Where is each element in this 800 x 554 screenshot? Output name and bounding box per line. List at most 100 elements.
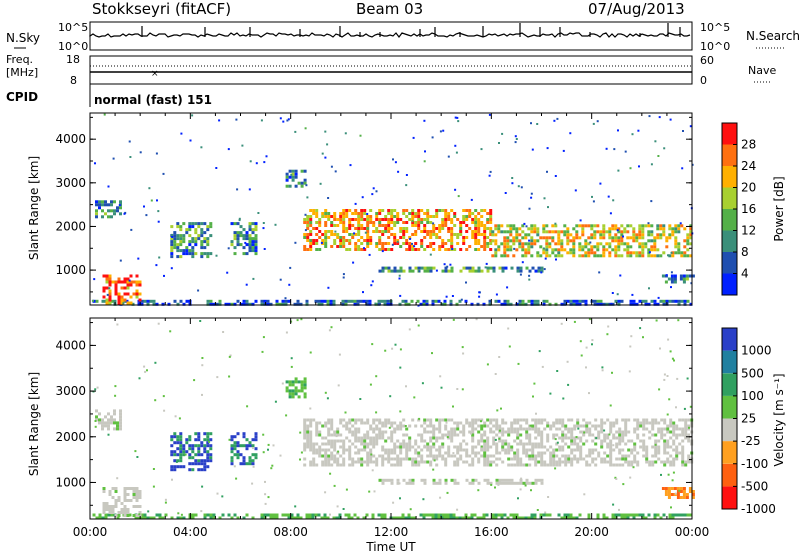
date-title: 07/Aug/2013 bbox=[588, 0, 685, 18]
velocity-echo-region bbox=[303, 418, 694, 467]
velocity-echo-region bbox=[170, 432, 213, 472]
velocity-colorbar-segment bbox=[722, 328, 737, 351]
station-title: Stokkseyri (fitACF) bbox=[92, 0, 232, 18]
power-ytick-label: 4000 bbox=[55, 132, 86, 146]
velocity-echo-region bbox=[230, 432, 258, 466]
x-tick-label: 20:00 bbox=[574, 525, 609, 539]
velocity-colorbar-tick-label: 1000 bbox=[741, 344, 772, 358]
freq-trace: × bbox=[90, 65, 692, 79]
power-ytick-label: 3000 bbox=[55, 176, 86, 190]
freq-panel bbox=[89, 55, 693, 85]
power-colorbar-segment bbox=[722, 252, 737, 274]
power-echo-region bbox=[230, 222, 258, 256]
power-colorbar-segment bbox=[722, 230, 737, 252]
velocity-panel: 1000 2000 3000 4000 00:00 04:00 08:00 12:00 16:0… bbox=[55, 317, 710, 539]
x-tick-label: 16:00 bbox=[474, 525, 509, 539]
power-colorbar-tick-label: 24 bbox=[741, 159, 756, 173]
velocity-colorbar: 1000 500 100 25 -25 -100 -500 -1000 bbox=[721, 327, 776, 516]
power-echo-region bbox=[303, 209, 493, 251]
velocity-colorbar-label: Velocity [m s⁻¹] bbox=[772, 373, 786, 466]
x-tick-label: 12:00 bbox=[374, 525, 409, 539]
x-tick-label: 00:00 bbox=[73, 525, 108, 539]
power-colorbar-segment bbox=[722, 187, 737, 209]
nsearch-tick-top: 10^5 bbox=[700, 21, 730, 34]
velocity-ylabel: Slant Range [km] bbox=[27, 372, 41, 476]
velocity-colorbar-segment bbox=[722, 418, 737, 442]
beam-title: Beam 03 bbox=[356, 0, 424, 18]
nsky-trace bbox=[89, 23, 691, 38]
power-ylabel: Slant Range [km] bbox=[27, 156, 41, 260]
velocity-echo-region bbox=[285, 377, 307, 399]
velocity-echo-region bbox=[92, 513, 693, 520]
freq-unit: [MHz] bbox=[6, 66, 38, 79]
velocity-colorbar-segment bbox=[722, 395, 737, 419]
power-colorbar: 4 8 12 16 20 24 28 bbox=[721, 122, 756, 296]
power-colorbar-tick-label: 16 bbox=[741, 202, 756, 216]
nave-tick-bottom: 0 bbox=[700, 74, 707, 87]
velocity-echo-region bbox=[661, 487, 695, 499]
power-ytick-label: 1000 bbox=[55, 263, 86, 277]
power-colorbar-segment bbox=[722, 273, 737, 295]
velocity-scatter bbox=[92, 318, 692, 520]
velocity-ytick-label: 3000 bbox=[55, 384, 86, 398]
power-colorbar-segment bbox=[722, 144, 737, 166]
power-echo-region bbox=[170, 222, 213, 259]
nsky-tick-bottom: 10^0 bbox=[58, 40, 88, 53]
power-colorbar-segment bbox=[722, 123, 737, 145]
x-axis-label: Time UT bbox=[365, 540, 416, 554]
power-colorbar-tick-label: 4 bbox=[741, 267, 749, 281]
power-colorbar-tick-label: 8 bbox=[741, 245, 749, 259]
velocity-colorbar-segment bbox=[722, 373, 737, 396]
velocity-ytick-label: 4000 bbox=[55, 338, 86, 352]
power-echo-region bbox=[95, 200, 122, 219]
power-scatter bbox=[91, 113, 694, 307]
velocity-colorbar-tick-label: -100 bbox=[741, 457, 768, 471]
velocity-colorbar-tick-label: -500 bbox=[741, 479, 768, 493]
power-colorbar-label: Power [dB] bbox=[772, 176, 786, 241]
x-tick-label: 08:00 bbox=[273, 525, 308, 539]
nave-label: Nave bbox=[748, 64, 776, 77]
cpid-value: normal (fast) 151 bbox=[94, 93, 212, 107]
power-echo-region bbox=[661, 274, 695, 284]
power-echo-region bbox=[491, 224, 693, 258]
nsearch-label: N.Search bbox=[746, 29, 800, 43]
velocity-echo-region bbox=[102, 487, 142, 517]
velocity-echo-region bbox=[378, 478, 544, 485]
velocity-colorbar-tick-label: 500 bbox=[741, 366, 764, 380]
velocity-ytick-label: 2000 bbox=[55, 430, 86, 444]
power-colorbar-segment bbox=[722, 209, 737, 231]
power-panel: 1000 2000 3000 4000 bbox=[55, 112, 695, 307]
velocity-colorbar-segment bbox=[722, 350, 737, 374]
velocity-ytick-label: 1000 bbox=[55, 475, 86, 489]
power-echo-region bbox=[378, 266, 544, 273]
freq-tick-bottom: 8 bbox=[70, 74, 77, 87]
nsearch-tick-bottom: 10^0 bbox=[700, 40, 730, 53]
power-colorbar-tick-label: 12 bbox=[741, 224, 756, 238]
x-tick-label: 00:00 bbox=[675, 525, 710, 539]
nsky-tick-top: 10^5 bbox=[58, 21, 88, 34]
cpid-label: CPID bbox=[6, 90, 38, 104]
freq-label: Freq. bbox=[6, 53, 33, 66]
power-ytick-label: 2000 bbox=[55, 219, 86, 233]
velocity-colorbar-tick-label: -1000 bbox=[741, 502, 776, 516]
x-tick-label: 04:00 bbox=[173, 525, 208, 539]
nsky-line bbox=[89, 32, 691, 38]
velocity-colorbar-tick-label: 25 bbox=[741, 412, 756, 426]
nsky-label: N.Sky bbox=[6, 31, 40, 45]
velocity-colorbar-segment bbox=[722, 486, 737, 509]
power-colorbar-tick-label: 28 bbox=[741, 138, 756, 152]
power-colorbar-segment bbox=[722, 166, 737, 188]
power-echo-region bbox=[92, 299, 693, 306]
power-echo-region bbox=[102, 274, 142, 305]
velocity-colorbar-segment bbox=[722, 463, 737, 487]
velocity-colorbar-tick-label: -25 bbox=[741, 434, 761, 448]
freq-glitch: × bbox=[151, 69, 159, 79]
power-echo-region bbox=[285, 169, 307, 188]
velocity-colorbar-segment bbox=[722, 441, 737, 464]
nave-tick-top: 60 bbox=[700, 54, 714, 67]
velocity-echo-region bbox=[95, 409, 122, 431]
velocity-colorbar-tick-label: 100 bbox=[741, 389, 764, 403]
freq-tick-top: 18 bbox=[66, 53, 80, 66]
power-colorbar-tick-label: 20 bbox=[741, 181, 756, 195]
